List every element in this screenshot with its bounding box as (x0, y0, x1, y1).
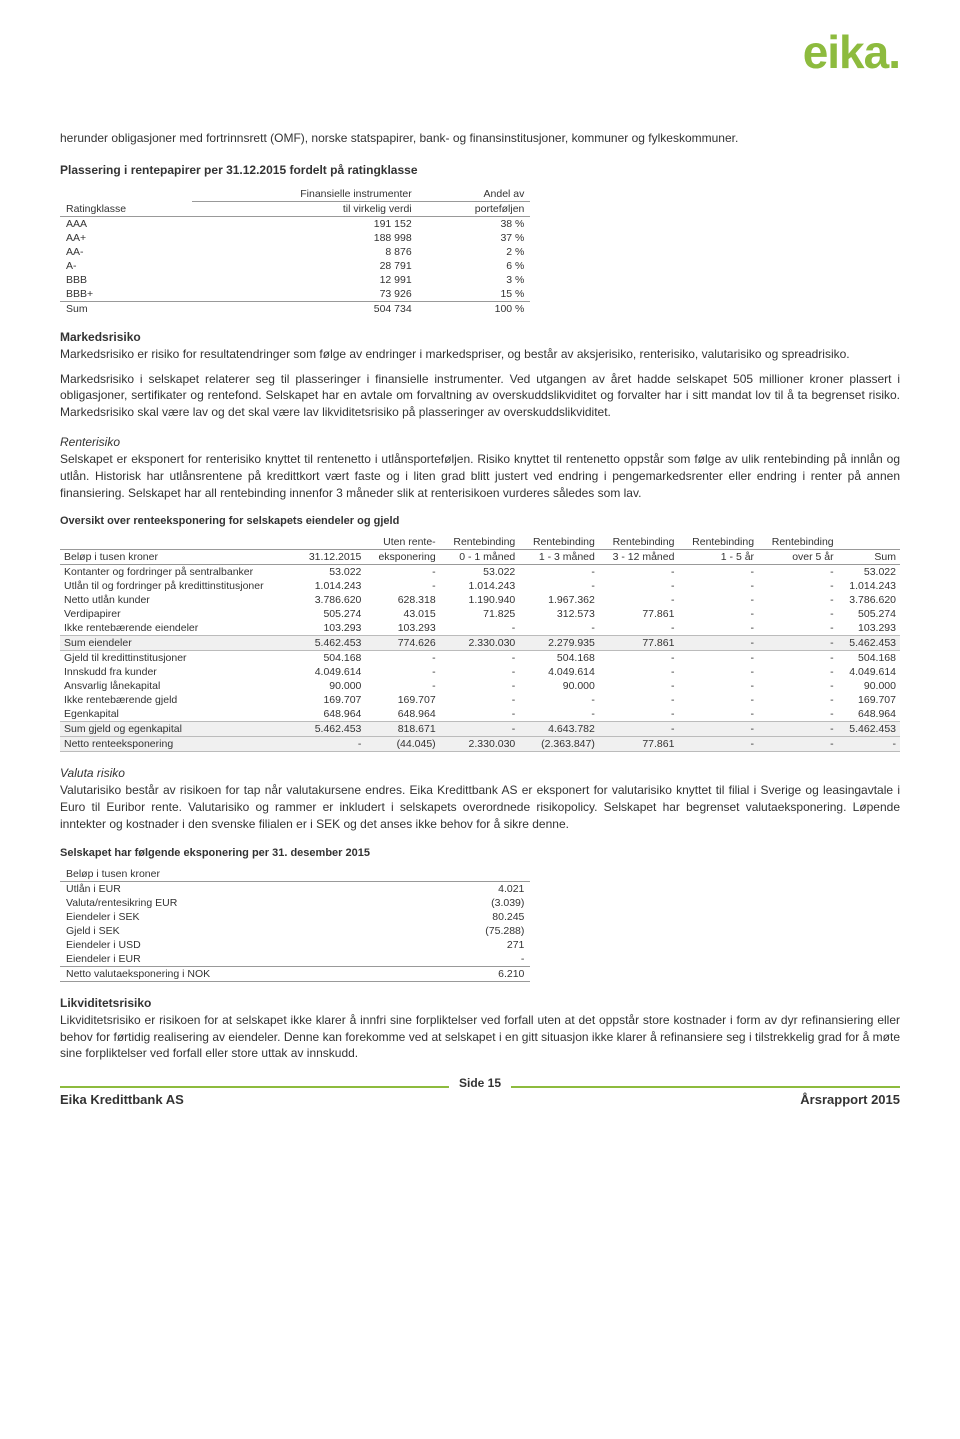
table-row: Verdipapirer505.27443.01571.825312.57377… (60, 607, 900, 621)
table-row: Valuta/rentesikring EUR(3.039) (60, 896, 530, 910)
table-row: Sum eiendeler5.462.453774.6262.330.0302.… (60, 636, 900, 651)
table-row: Ansvarlig lånekapital90.000--90.000---90… (60, 679, 900, 693)
logo: eika. (803, 25, 900, 79)
exposure-caption: Oversikt over renteeksponering for selsk… (60, 515, 900, 527)
table-row: AAA191 15238 % (60, 216, 530, 231)
page-footer: Side 15 Eika Kredittbank AS Årsrapport 2… (60, 1086, 900, 1107)
exp-h1: Beløp i tusen kroner (60, 550, 296, 565)
table-row: Ikke rentebærende gjeld169.707169.707---… (60, 693, 900, 707)
table-row: Kontanter og fordringer på sentralbanker… (60, 565, 900, 580)
table-row: Sum gjeld og egenkapital5.462.453818.671… (60, 722, 900, 737)
rating-header-class: Ratingklasse (60, 187, 192, 217)
markedsrisiko-heading: Markedsrisiko (60, 330, 900, 344)
renterisiko-heading: Renterisiko (60, 435, 900, 449)
exp-h2: 31.12.2015 (296, 550, 365, 565)
intro-paragraph: herunder obligasjoner med fortrinnsrett … (60, 130, 900, 147)
exposure-table: Uten rente- Rentebinding Rentebinding Re… (60, 535, 900, 752)
table-row-total: Netto valutaeksponering i NOK6.210 (60, 966, 530, 981)
renterisiko-p: Selskapet er eksponert for renterisiko k… (60, 451, 900, 501)
currency-table: Beløp i tusen kroner Utlån i EUR4.021Val… (60, 867, 530, 982)
footer-page: Side 15 (449, 1076, 511, 1090)
table-row: Egenkapital648.964648.964-----648.964 (60, 707, 900, 722)
exp-h6a: Rentebinding (599, 535, 679, 550)
rating-table-title: Plassering i rentepapirer per 31.12.2015… (60, 163, 900, 177)
table-row: AA+188 99837 % (60, 231, 530, 245)
exp-h9: Sum (838, 550, 900, 565)
footer-company: Eika Kredittbank AS (60, 1092, 184, 1107)
table-row: Utlån til og fordringer på kredittinstit… (60, 579, 900, 593)
table-row: Innskudd fra kunder4.049.614--4.049.614-… (60, 665, 900, 679)
exp-h8b: over 5 år (758, 550, 838, 565)
exp-h8a: Rentebinding (758, 535, 838, 550)
rating-header-instr-2: til virkelig verdi (192, 201, 418, 216)
exp-h5b: 1 - 3 måned (519, 550, 599, 565)
table-row-total: Sum504 734100 % (60, 301, 530, 316)
table-row: Gjeld til kredittinstitusjoner504.168--5… (60, 651, 900, 666)
exp-h6b: 3 - 12 måned (599, 550, 679, 565)
rating-header-share-1: Andel av (418, 187, 531, 202)
rating-table: Ratingklasse Finansielle instrumenter An… (60, 187, 530, 316)
valuta-heading: Valuta risiko (60, 766, 900, 780)
table-row: Ikke rentebærende eiendeler103.293103.29… (60, 621, 900, 636)
likviditet-heading: Likviditetsrisiko (60, 996, 900, 1010)
rating-header-share-2: porteføljen (418, 201, 531, 216)
exp-h4b: 0 - 1 måned (440, 550, 520, 565)
table-row: Netto utlån kunder3.786.620628.3181.190.… (60, 593, 900, 607)
table-row: BBB+73 92615 % (60, 287, 530, 302)
exp-h7a: Rentebinding (678, 535, 758, 550)
currency-caption: Selskapet har følgende eksponering per 3… (60, 847, 900, 859)
exp-h7b: 1 - 5 år (678, 550, 758, 565)
table-row: Eiendeler i USD271 (60, 938, 530, 952)
markedsrisiko-p1: Markedsrisiko er risiko for resultatendr… (60, 346, 900, 363)
table-row: Eiendeler i SEK80.245 (60, 910, 530, 924)
rating-header-instr-1: Finansielle instrumenter (192, 187, 418, 202)
table-row: Gjeld i SEK(75.288) (60, 924, 530, 938)
table-row: A-28 7916 % (60, 259, 530, 273)
exp-h3b: eksponering (365, 550, 439, 565)
exp-h5a: Rentebinding (519, 535, 599, 550)
markedsrisiko-p2: Markedsrisiko i selskapet relaterer seg … (60, 371, 900, 421)
table-row: Utlån i EUR4.021 (60, 881, 530, 896)
table-row: Netto renteeksponering-(44.045)2.330.030… (60, 737, 900, 752)
table-row: BBB12 9913 % (60, 273, 530, 287)
exp-h3a: Uten rente- (365, 535, 439, 550)
table-row: AA-8 8762 % (60, 245, 530, 259)
likviditet-p: Likviditetsrisiko er risikoen for at sel… (60, 1012, 900, 1062)
currency-header: Beløp i tusen kroner (60, 867, 530, 882)
table-row: Eiendeler i EUR- (60, 952, 530, 967)
valuta-p: Valutarisiko består av risikoen for tap … (60, 782, 900, 832)
footer-report: Årsrapport 2015 (800, 1092, 900, 1107)
exp-h4a: Rentebinding (440, 535, 520, 550)
